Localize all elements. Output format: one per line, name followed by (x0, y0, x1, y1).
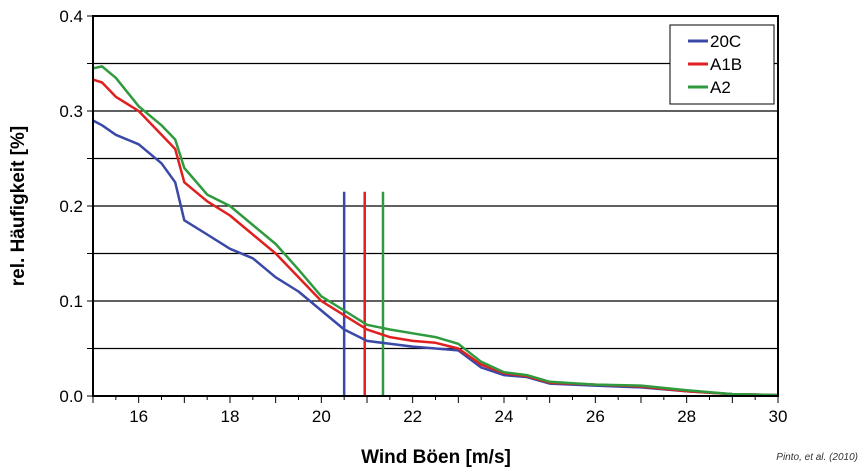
legend: 20C A1B A2 (669, 24, 775, 105)
y-tick-label: 0.0 (59, 387, 83, 406)
y-tick-label: 0.2 (59, 197, 83, 216)
series-line-a2 (92, 65, 779, 397)
legend-box (669, 24, 775, 105)
threshold-markers (342, 191, 385, 396)
legend-label-a2: A2 (710, 78, 731, 97)
x-tick-label: 18 (221, 407, 240, 426)
series-line-20c (92, 119, 779, 397)
x-axis: 16 18 20 22 24 26 28 30 (92, 396, 788, 426)
legend-label-a1b: A1B (710, 55, 742, 74)
x-tick-label: 24 (495, 407, 514, 426)
y-axis: 0.0 0.1 0.2 0.3 0.4 (59, 7, 93, 406)
x-tick-label: 28 (677, 407, 696, 426)
legend-label-20c: 20C (710, 32, 741, 51)
x-tick-label: 22 (403, 407, 422, 426)
x-axis-title: Wind Böen [m/s] (361, 447, 511, 468)
x-tick-label: 20 (312, 407, 331, 426)
x-tick-label: 30 (769, 407, 788, 426)
series-lines (92, 65, 779, 397)
source-citation: Pinto, et al. (2010) (776, 452, 858, 463)
x-tick-label: 26 (586, 407, 605, 426)
y-tick-label: 0.1 (59, 292, 83, 311)
x-tick-label: 16 (129, 407, 148, 426)
y-axis-title: rel. Häufigkeit [%] (8, 126, 29, 286)
y-tick-label: 0.3 (59, 102, 83, 121)
y-tick-label: 0.4 (59, 7, 83, 26)
gridlines (93, 62, 778, 350)
